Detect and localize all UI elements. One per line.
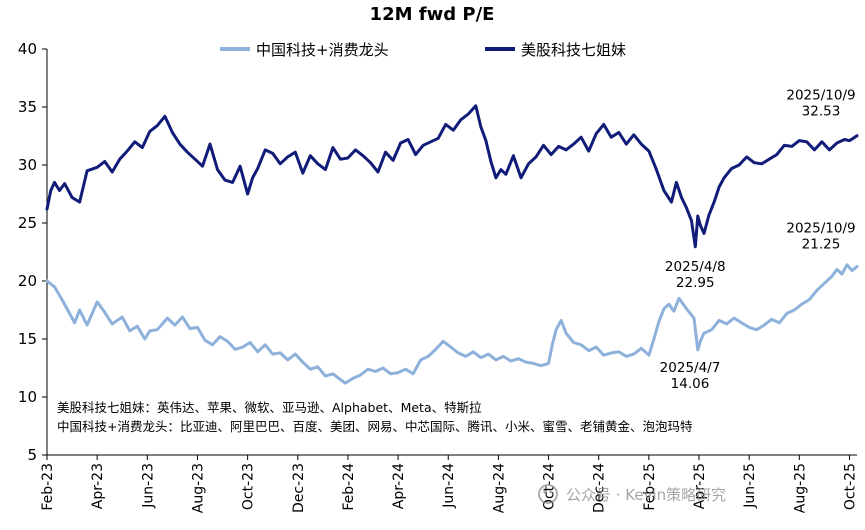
wechat-icon-dot2: [549, 490, 553, 494]
x-tick-label: Jun-25: [742, 463, 758, 509]
x-tick-label: Jun-24: [441, 463, 457, 509]
x-tick-label: Feb-23: [40, 463, 56, 511]
note-us-constituents: 美股科技七姐妹：英伟达、苹果、微软、亚马逊、Alphabet、Meta、特斯拉: [57, 400, 482, 415]
x-tick-label: Aug-23: [190, 463, 206, 513]
x-tick-label: Aug-24: [491, 463, 507, 513]
annotation-value: 22.95: [676, 275, 715, 291]
wechat-icon: [538, 484, 558, 504]
annotation-value: 21.25: [802, 237, 841, 253]
series-layer: [45, 104, 859, 385]
x-tick-label: Aug-25: [792, 463, 808, 513]
y-axis: 5 10 15 20 25 30 35 40: [18, 40, 48, 464]
chart-title: 12M fwd P/E: [370, 4, 495, 25]
x-tick-label: Oct-23: [241, 463, 257, 510]
annotation-value: 32.53: [802, 104, 841, 120]
annotation-date: 2025/4/8: [665, 259, 726, 275]
annotation-value: 14.06: [671, 376, 710, 392]
watermark: 公众号 · Kevin策略研究: [538, 484, 726, 504]
annotation-date: 2025/10/9: [786, 88, 855, 104]
x-tick-label: Feb-25: [642, 463, 658, 511]
note-china-constituents: 中国科技+消费龙头：比亚迪、阿里巴巴、百度、美团、网易、中芯国际、腾讯、小米、蜜…: [57, 419, 692, 434]
legend: 中国科技+消费龙头 美股科技七姐妹: [220, 41, 626, 59]
annotations: 2025/10/932.532025/4/822.952025/10/921.2…: [660, 88, 856, 392]
annotation-date: 2025/10/9: [786, 221, 855, 237]
y-tick-label: 10: [18, 388, 37, 406]
x-tick-label: Dec-23: [291, 463, 307, 513]
x-axis: Feb-23 Apr-23 Jun-23 Aug-23 Oct-23 Dec-23 Feb-…: [40, 454, 858, 513]
x-tick-label: Apr-25: [692, 463, 708, 509]
y-tick-label: 20: [18, 272, 37, 290]
constituents-note: 美股科技七姐妹：英伟达、苹果、微软、亚马逊、Alphabet、Meta、特斯拉 …: [57, 400, 692, 434]
y-tick-label: 15: [18, 330, 37, 348]
legend-label-us: 美股科技七姐妹: [521, 41, 626, 59]
x-tick-label: Oct-24: [542, 463, 558, 510]
x-tick-label: Oct-25: [842, 463, 858, 510]
legend-label-china: 中国科技+消费龙头: [256, 41, 389, 59]
y-tick-label: 30: [18, 156, 37, 174]
y-tick-label: 5: [27, 446, 37, 464]
series-line-china-tech-consumer: [45, 263, 859, 385]
x-tick-label: Apr-23: [90, 463, 106, 509]
x-tick-label: Jun-23: [140, 463, 156, 509]
x-tick-label: Feb-24: [341, 463, 357, 511]
y-tick-label: 25: [18, 214, 37, 232]
wechat-icon-dot: [543, 490, 547, 494]
annotation-date: 2025/4/7: [660, 360, 721, 376]
watermark-text: 公众号 · Kevin策略研究: [566, 486, 726, 504]
x-tick-label: Apr-24: [391, 463, 407, 509]
y-tick-label: 40: [18, 40, 37, 58]
y-tick-label: 35: [18, 98, 37, 116]
series-line-us-magnificent-seven: [45, 104, 859, 249]
x-tick-label: Dec-24: [592, 463, 608, 513]
